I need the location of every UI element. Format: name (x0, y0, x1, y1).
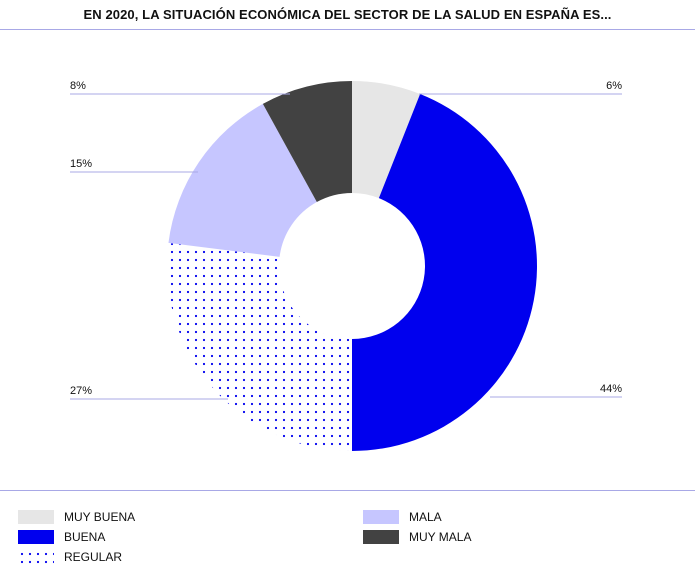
legend-item-buena: BUENA (18, 530, 105, 544)
slice-buena (352, 93, 538, 452)
data-label-buena: 44% (600, 383, 622, 395)
legend-item-muy-mala: MUY MALA (363, 530, 471, 544)
data-label-regular: 27% (70, 385, 92, 397)
donut-chart: 6% 44% 27% 15% 8% (70, 80, 622, 452)
legend-item-muy-buena: MUY BUENA (18, 510, 135, 524)
slice-muy-buena (352, 81, 421, 199)
legend-swatch-muy-mala (363, 530, 399, 544)
chart-title: EN 2020, LA SITUACIÓN ECONÓMICA DEL SECT… (83, 7, 612, 22)
legend-swatch-mala (363, 510, 399, 524)
legend-divider (0, 490, 695, 491)
slice-regular (167, 242, 352, 451)
data-label-muy-mala: 8% (70, 80, 86, 92)
slice-mala (168, 103, 317, 257)
legend-label-regular: REGULAR (64, 550, 123, 564)
legend-item-regular: REGULAR (18, 550, 122, 564)
legend-item-mala: MALA (363, 510, 442, 524)
legend-label-mala: MALA (409, 510, 442, 524)
data-label-mala: 15% (70, 158, 92, 170)
legend-swatch-regular (18, 550, 54, 564)
slice-muy-mala (262, 81, 352, 203)
legend-swatch-muy-buena (18, 510, 54, 524)
legend-label-buena: BUENA (64, 530, 106, 544)
legend-swatch-buena (18, 530, 54, 544)
data-label-muy-buena: 6% (606, 80, 622, 92)
legend-label-muy-buena: MUY BUENA (64, 510, 136, 524)
title-divider (0, 29, 695, 30)
legend-label-muy-mala: MUY MALA (409, 530, 472, 544)
